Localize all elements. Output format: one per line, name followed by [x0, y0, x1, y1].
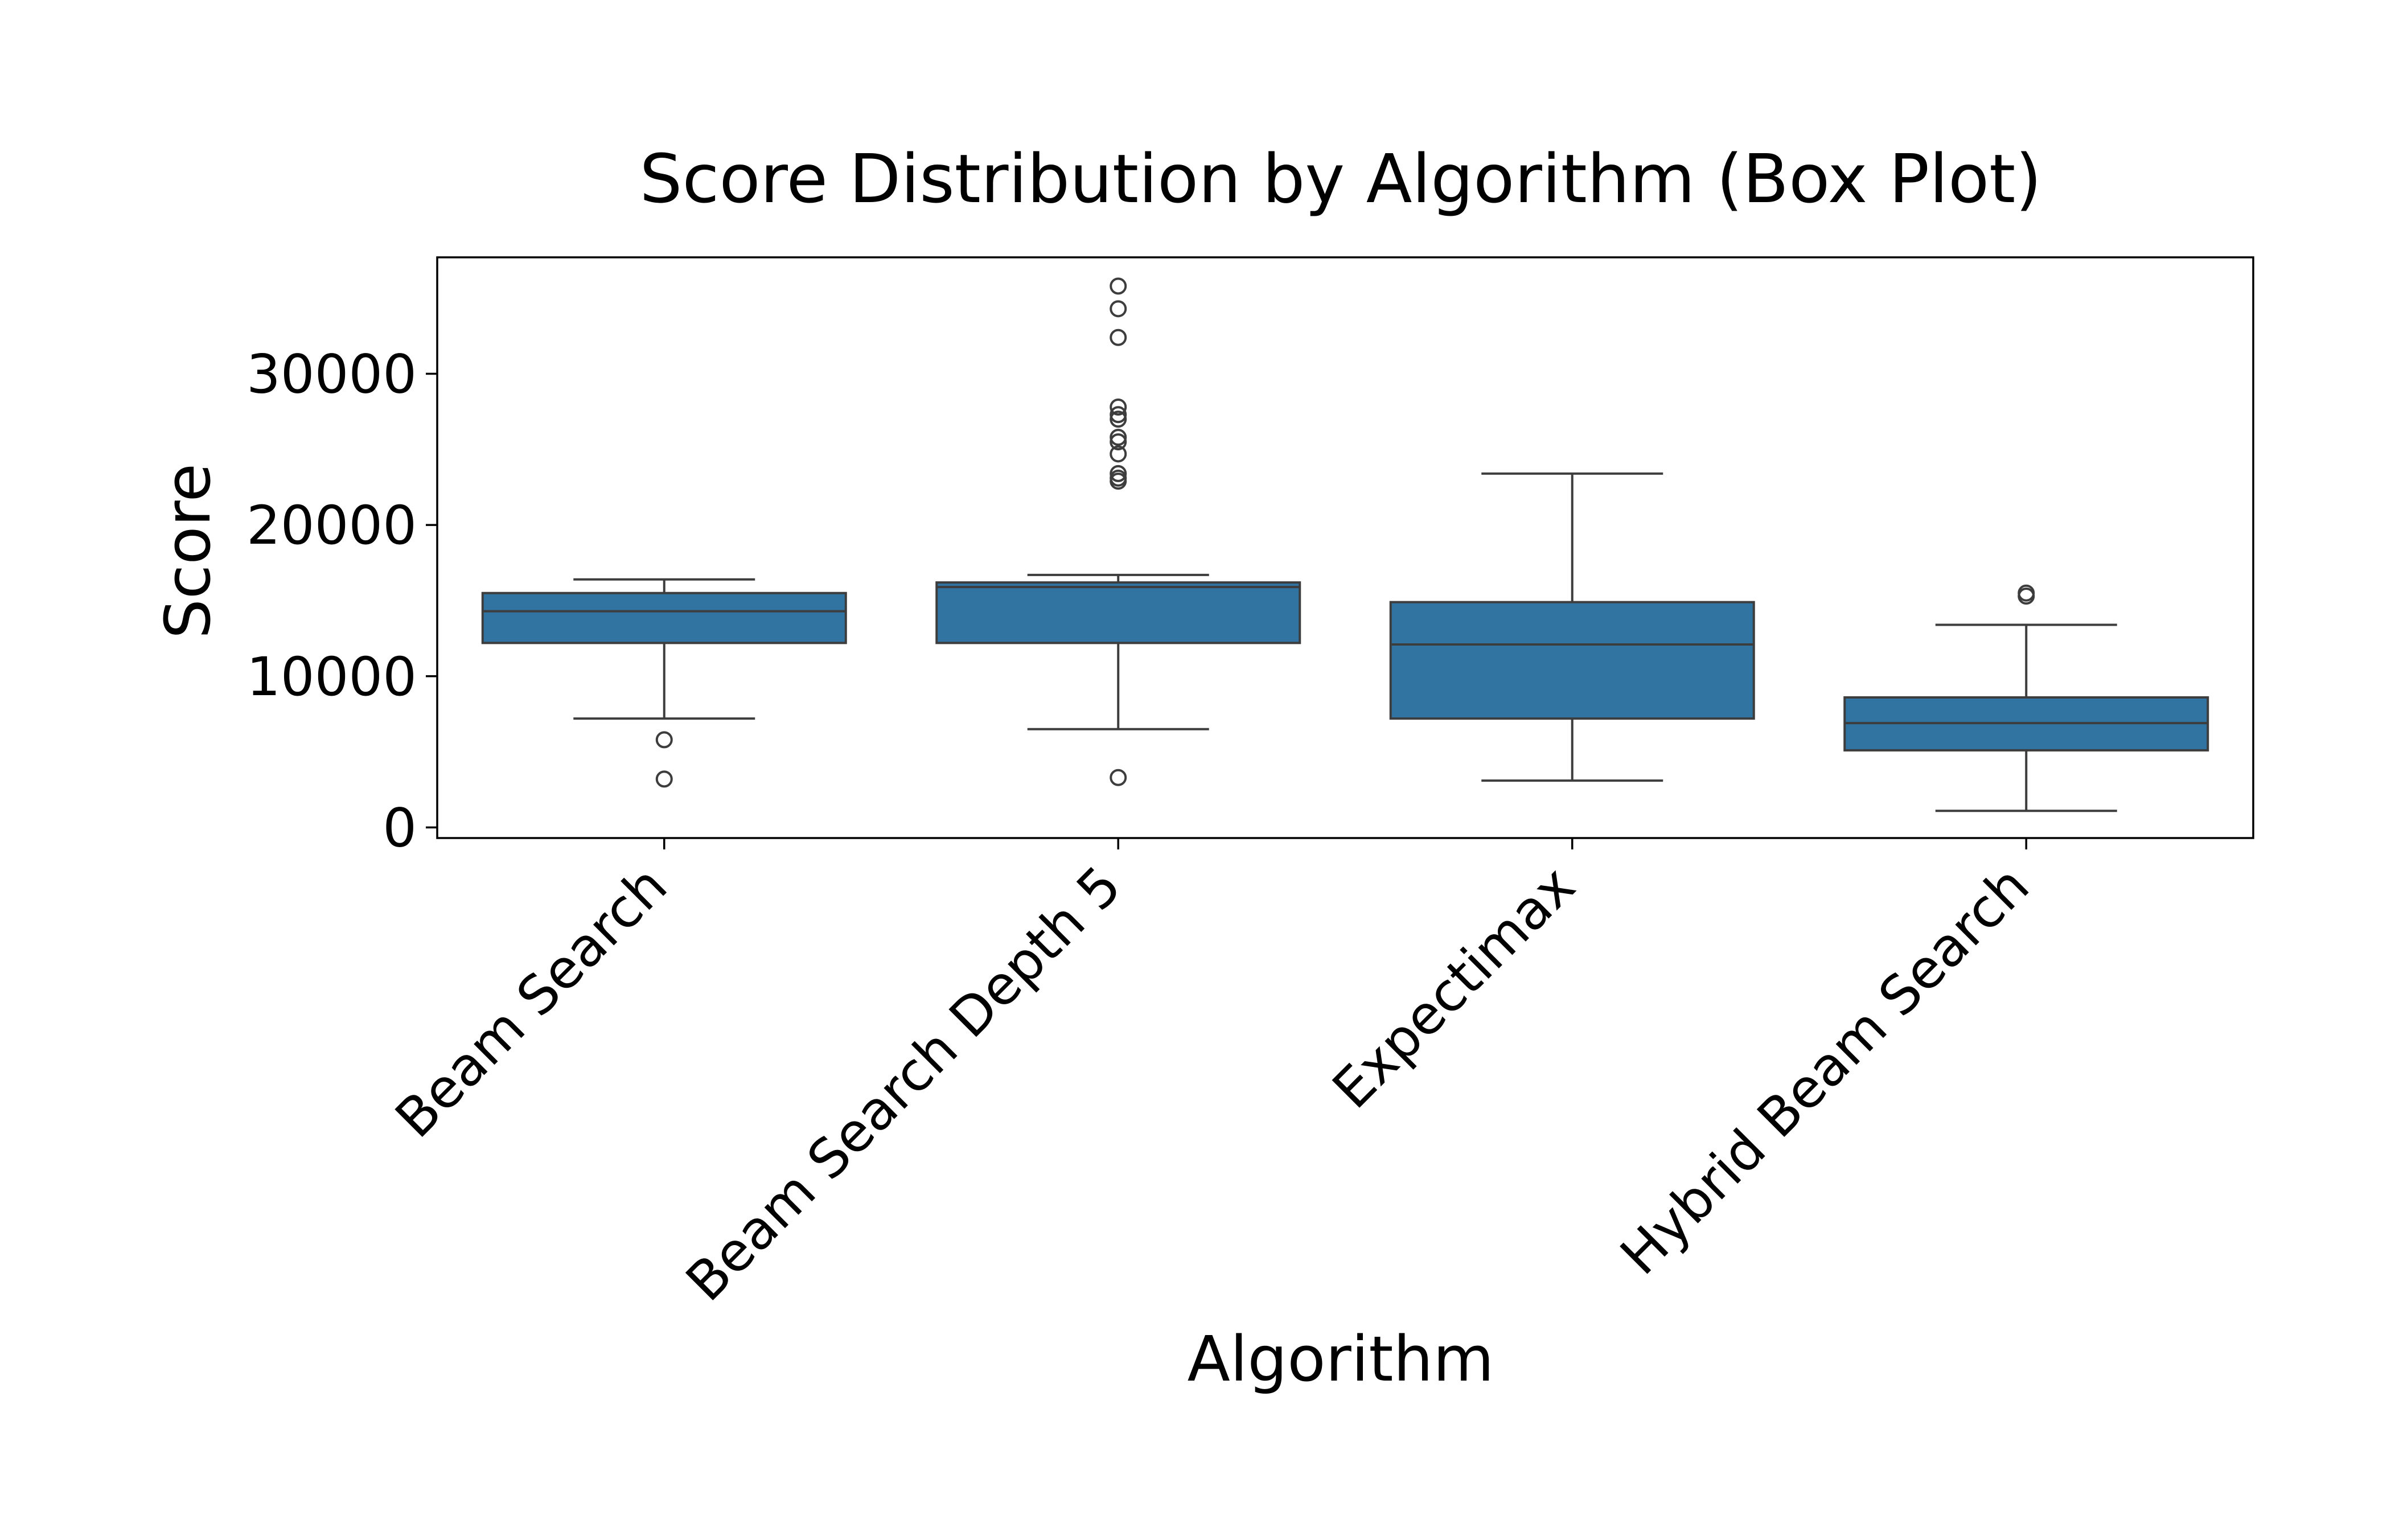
outlier-point	[1110, 465, 1127, 482]
outlier-point	[1110, 410, 1127, 428]
outlier-point	[1110, 433, 1127, 451]
x-tick-label: Expectimax	[1321, 855, 1587, 1120]
chart-title: Score Distribution by Algorithm (Box Plo…	[640, 139, 2042, 218]
outlier-point	[1110, 429, 1127, 446]
outlier-point	[1110, 469, 1127, 487]
y-tick-label: 10000	[247, 646, 417, 708]
y-tick-label: 30000	[247, 344, 417, 406]
outlier-point	[1110, 328, 1127, 346]
outlier-point	[1110, 769, 1127, 786]
y-tick-label: 0	[383, 797, 417, 859]
outlier-point	[1110, 406, 1127, 424]
outlier-point	[1110, 398, 1127, 416]
x-axis-label: Algorithm	[1188, 1323, 1494, 1395]
outlier-point	[1110, 277, 1127, 295]
outlier-point	[2018, 584, 2035, 602]
outlier-point	[1110, 300, 1127, 318]
plot-frame	[436, 256, 2254, 839]
x-tick-label: Hybrid Beam Search	[1609, 855, 2041, 1287]
box-iqr	[935, 581, 1301, 644]
outlier-point	[655, 770, 673, 788]
x-tick-label: Beam Search Depth 5	[675, 855, 1133, 1313]
y-tick-label: 20000	[247, 495, 417, 557]
box-iqr	[1389, 601, 1755, 720]
y-axis-label: Score	[151, 463, 224, 639]
outlier-point	[1110, 445, 1127, 463]
box-iqr	[481, 592, 847, 644]
outlier-point	[655, 731, 673, 749]
x-tick-label: Beam Search	[384, 855, 679, 1150]
